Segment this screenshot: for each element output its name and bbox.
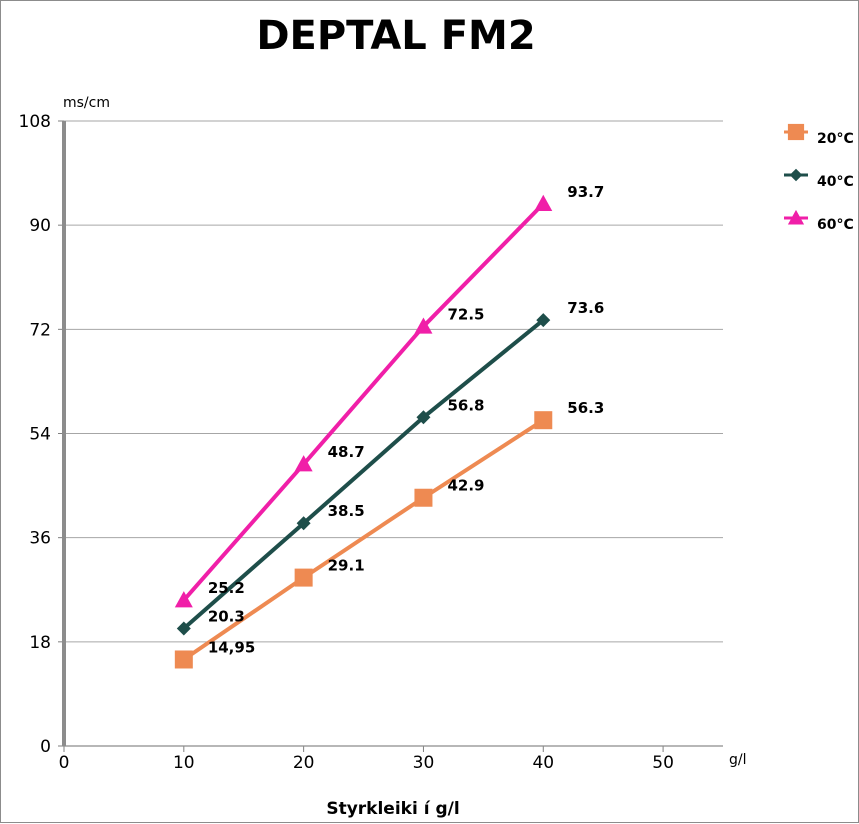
series-line-1 — [182, 318, 545, 631]
data-point — [176, 621, 191, 636]
data-point — [294, 455, 313, 472]
data-point — [534, 194, 553, 211]
data-point — [416, 410, 431, 425]
data-labels: 14,95 29.1 42.9 56.3 20.3 38.5 56.8 73.6 25.2 48.… — [208, 183, 604, 657]
axes — [58, 120, 723, 752]
y-tick-label: 54 — [29, 425, 51, 445]
data-label: 29.1 — [328, 557, 365, 575]
data-label: 25.2 — [208, 579, 245, 597]
data-label: 38.5 — [328, 502, 365, 520]
x-tick-label: 50 — [652, 753, 674, 773]
data-label: 93.7 — [567, 183, 604, 201]
y-tick-label: 90 — [29, 216, 51, 236]
data-point — [414, 317, 433, 334]
legend-marker — [789, 168, 803, 182]
data-point — [296, 516, 311, 531]
series-line-0 — [182, 418, 545, 662]
x-tick-label: 0 — [59, 753, 70, 773]
x-tick-label: 40 — [532, 753, 554, 773]
gridlines — [64, 120, 723, 643]
legend-label: 40°C — [817, 174, 854, 190]
data-label: 56.8 — [447, 396, 484, 414]
data-point — [294, 568, 313, 587]
data-label: 73.6 — [567, 299, 604, 317]
x-tick-label: 20 — [293, 753, 315, 773]
y-axis-unit: ms/cm — [63, 95, 110, 111]
data-label: 42.9 — [447, 477, 484, 495]
data-point — [174, 650, 193, 669]
x-axis-unit: g/l — [729, 752, 747, 768]
data-point — [174, 591, 193, 608]
data-label: 20.3 — [208, 608, 245, 626]
x-tick-label: 30 — [413, 753, 435, 773]
x-axis-title: Styrkleiki í g/l — [326, 799, 459, 819]
data-point — [536, 313, 551, 328]
legend: 20°C 40°C 60°C — [784, 123, 854, 233]
data-label: 72.5 — [447, 305, 484, 323]
y-tick-label: 0 — [40, 737, 51, 757]
y-tick-label: 108 — [19, 112, 51, 132]
data-label: 48.7 — [328, 443, 365, 461]
data-label: 14,95 — [208, 638, 255, 656]
data-point — [534, 411, 553, 430]
data-point — [414, 488, 433, 507]
y-tick-label: 18 — [29, 633, 51, 653]
data-series — [174, 194, 553, 669]
series-line-2 — [182, 202, 545, 602]
legend-label: 20°C — [817, 131, 854, 147]
legend-marker — [787, 123, 805, 141]
legend-label: 60°C — [817, 217, 854, 233]
legend-marker — [787, 209, 805, 225]
y-tick-label: 72 — [29, 320, 51, 340]
data-label: 56.3 — [567, 399, 604, 417]
tick-labels: 0 18 36 54 72 90 108 0 10 20 30 40 50 — [19, 112, 674, 773]
chart-title: DEPTAL FM2 — [256, 13, 535, 59]
y-tick-label: 36 — [29, 529, 51, 549]
x-tick-label: 10 — [173, 753, 195, 773]
